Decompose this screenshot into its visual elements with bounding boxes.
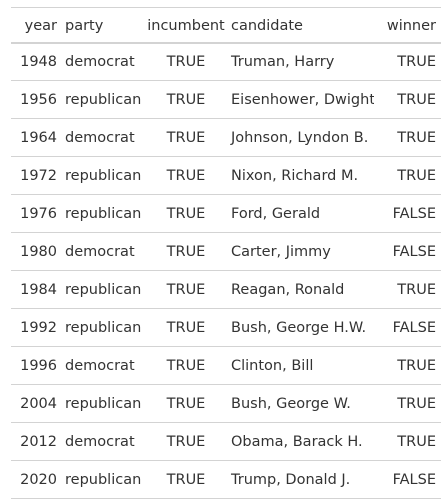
cell-candidate: Carter, Jimmy (231, 244, 331, 260)
cell-incumbent: TRUE (166, 54, 206, 71)
cell-candidate: Reagan, Ronald (231, 282, 345, 298)
cell-incumbent: TRUE (166, 434, 206, 450)
table-row: 1980 democrat TRUE Carter, Jimmy FALSE (11, 233, 441, 271)
cell-winner: TRUE (397, 434, 436, 450)
cell-year: 1956 (20, 92, 57, 108)
header-candidate: candidate (231, 17, 303, 34)
cell-incumbent: TRUE (166, 472, 206, 488)
cell-party: republican (65, 320, 142, 336)
cell-winner: FALSE (392, 320, 436, 336)
cell-winner: TRUE (397, 92, 436, 108)
cell-year: 1948 (20, 54, 57, 71)
table-row: 1976 republican TRUE Ford, Gerald FALSE (11, 195, 441, 233)
cell-party: republican (65, 282, 142, 298)
cell-winner: TRUE (397, 130, 436, 146)
cell-party: democrat (65, 434, 135, 450)
cell-incumbent: TRUE (166, 244, 206, 260)
cell-year: 2012 (20, 434, 57, 450)
table-row: 1996 democrat TRUE Clinton, Bill TRUE (11, 347, 441, 385)
cell-incumbent: TRUE (166, 168, 206, 184)
cell-winner: TRUE (397, 396, 436, 412)
cell-candidate: Ford, Gerald (231, 206, 321, 222)
cell-winner: FALSE (392, 472, 436, 488)
header-row: year party incumbent candidate winner (11, 7, 441, 43)
table-body: 1948 democrat TRUE Truman, Harry TRUE 1956 rep… (11, 43, 441, 499)
table-row: 2012 democrat TRUE Obama, Barack H. TRUE (11, 423, 441, 461)
table-header: year party incumbent candidate winner (11, 7, 441, 43)
header-winner: winner (386, 17, 436, 34)
cell-incumbent: TRUE (166, 358, 206, 374)
cell-incumbent: TRUE (166, 396, 206, 412)
cell-candidate: Truman, Harry (231, 54, 335, 71)
cell-party: republican (65, 168, 142, 184)
cell-incumbent: TRUE (166, 282, 206, 298)
cell-year: 2020 (20, 472, 57, 488)
cell-candidate: Johnson, Lyndon B. (231, 130, 369, 146)
table-row: 2020 republican TRUE Trump, Donald J. FALSE (11, 461, 441, 499)
cell-party: republican (65, 396, 142, 412)
cell-party: republican (65, 472, 142, 488)
cell-winner: FALSE (392, 206, 436, 222)
cell-party: democrat (65, 358, 135, 374)
cell-party: republican (65, 92, 142, 108)
cell-winner: TRUE (397, 168, 436, 184)
cell-incumbent: TRUE (166, 206, 206, 222)
cell-party: democrat (65, 244, 135, 260)
cell-incumbent: TRUE (166, 92, 206, 108)
table-row: 1972 republican TRUE Nixon, Richard M. TRUE (11, 157, 441, 195)
table-row: 1956 republican TRUE Eisenhower, Dwight TRUE (11, 81, 441, 119)
cell-year: 1984 (20, 282, 57, 298)
cell-incumbent: TRUE (166, 320, 206, 336)
cell-party: republican (65, 206, 142, 222)
cell-year: 1976 (20, 206, 57, 222)
cell-year: 1996 (20, 358, 57, 374)
cell-winner: TRUE (397, 282, 436, 298)
cell-winner: FALSE (392, 244, 436, 260)
cell-year: 1980 (20, 244, 57, 260)
cell-candidate: Bush, George W. (231, 396, 351, 412)
table-row: 2004 republican TRUE Bush, George W. TRUE (11, 385, 441, 423)
cell-candidate: Eisenhower, Dwight (231, 92, 374, 108)
header-incumbent: incumbent (147, 17, 225, 34)
cell-candidate: Bush, George H.W. (231, 320, 367, 336)
header-party: party (65, 17, 104, 34)
cell-year: 1992 (20, 320, 57, 336)
cell-winner: TRUE (397, 54, 436, 71)
cell-incumbent: TRUE (166, 130, 206, 146)
cell-year: 1964 (20, 130, 57, 146)
table-row: 1992 republican TRUE Bush, George H.W. FALSE (11, 309, 441, 347)
incumbents-table: year party incumbent candidate winner 19… (11, 7, 441, 499)
cell-candidate: Trump, Donald J. (231, 472, 351, 488)
cell-year: 1972 (20, 168, 57, 184)
table-container: year party incumbent candidate winner 19… (11, 7, 441, 499)
cell-year: 2004 (20, 396, 57, 412)
cell-candidate: Obama, Barack H. (231, 434, 363, 450)
cell-winner: TRUE (397, 358, 436, 374)
cell-candidate: Clinton, Bill (231, 358, 314, 374)
cell-party: democrat (65, 130, 135, 146)
table-row: 1984 republican TRUE Reagan, Ronald TRUE (11, 271, 441, 309)
table-row: 1964 democrat TRUE Johnson, Lyndon B. TRUE (11, 119, 441, 157)
cell-party: democrat (65, 54, 135, 71)
header-year: year (24, 17, 57, 34)
cell-candidate: Nixon, Richard M. (231, 168, 359, 184)
table-row: 1948 democrat TRUE Truman, Harry TRUE (11, 43, 441, 81)
